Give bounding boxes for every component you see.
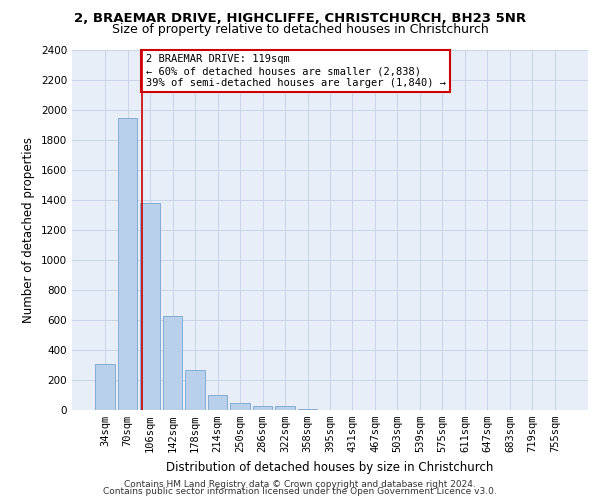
X-axis label: Distribution of detached houses by size in Christchurch: Distribution of detached houses by size … [166,460,494,473]
Bar [185,370,205,410]
Bar [298,409,317,410]
Bar [253,406,272,410]
Bar [163,316,182,410]
Text: 2, BRAEMAR DRIVE, HIGHCLIFFE, CHRISTCHURCH, BH23 5NR: 2, BRAEMAR DRIVE, HIGHCLIFFE, CHRISTCHUR… [74,12,526,24]
Bar [275,406,295,410]
Bar [118,118,137,410]
Bar [140,203,160,410]
Bar [95,364,115,410]
Bar [230,403,250,410]
Text: Contains public sector information licensed under the Open Government Licence v3: Contains public sector information licen… [103,487,497,496]
Text: Contains HM Land Registry data © Crown copyright and database right 2024.: Contains HM Land Registry data © Crown c… [124,480,476,489]
Y-axis label: Number of detached properties: Number of detached properties [22,137,35,323]
Bar [208,395,227,410]
Text: Size of property relative to detached houses in Christchurch: Size of property relative to detached ho… [112,22,488,36]
Text: 2 BRAEMAR DRIVE: 119sqm
← 60% of detached houses are smaller (2,838)
39% of semi: 2 BRAEMAR DRIVE: 119sqm ← 60% of detache… [146,54,446,88]
